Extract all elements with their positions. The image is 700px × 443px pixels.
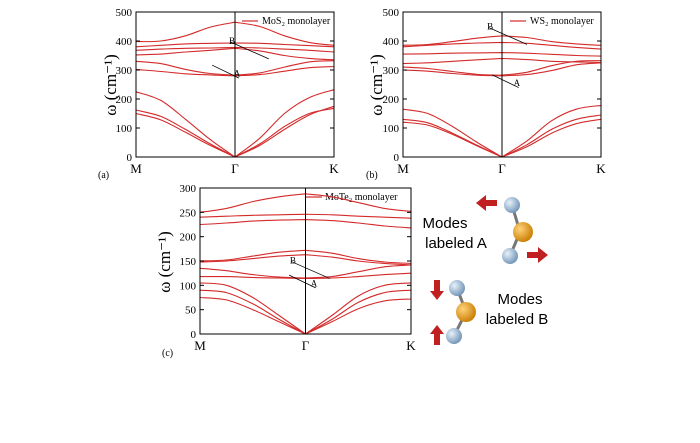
k-point-label: Γ [302,338,310,353]
chalcogen-atom [446,328,462,344]
phonon-band [402,114,602,158]
y-tick-label: 300 [180,183,197,195]
legend-label: MoS₂ monolayer [262,16,331,27]
y-tick-label: 300 [116,65,133,77]
annotation-pointer [230,41,269,60]
arrow-left-icon [476,195,497,211]
arrow-up-icon [430,325,444,345]
phonon-band [199,254,412,266]
mode-a-illustration: Modes labeled A [422,195,548,264]
phonon-band [402,52,602,57]
phonon-band [135,21,335,46]
annotation-pointer [488,27,528,45]
k-point-label: Γ [498,161,506,176]
phonon-band [199,219,412,229]
y-tick-label: 50 [185,305,197,317]
mode-annotation-b: B [229,36,235,46]
legend-label: WS₂ monolayer [530,16,594,27]
phonon-band [402,35,602,46]
phonon-band [199,282,412,335]
mode-b-label-line1: Modes [497,291,542,308]
mode-annotation-b: B [487,21,493,31]
k-point-label: M [194,338,206,353]
legend-label: MoTe₂ monolayer [325,192,398,203]
phonon-band [199,296,412,335]
y-tick-label: 150 [180,256,197,268]
phonon-band [199,264,412,279]
phonon-band [135,105,335,158]
k-point-label: M [130,161,142,176]
y-tick-label: 100 [383,123,400,135]
k-point-label: K [329,161,339,176]
y-axis-label: ω (cm⁻¹) [101,54,120,116]
y-tick-label: 400 [116,36,133,48]
k-point-label: K [596,161,606,176]
y-axis-label: ω (cm⁻¹) [155,231,174,293]
chalcogen-atom [502,248,518,264]
chalcogen-atom [504,197,520,213]
mode-annotation-a: A [234,68,241,78]
mode-annotation-a: A [311,278,318,288]
panel-c-mote2: (c) ω (cm⁻¹) MoTe₂ monolayer 0 50 100 150 20… [155,183,416,359]
y-tick-label: 0 [127,152,133,164]
mode-annotation-b: B [290,255,296,265]
y-tick-label: 200 [383,94,400,106]
phonon-band [199,272,412,280]
annotation-pointer [288,274,316,289]
y-tick-label: 500 [116,7,133,19]
y-axis-label: ω (cm⁻¹) [367,54,386,116]
mode-b-illustration: Modes labeled B [430,280,548,345]
annotation-pointer [290,261,330,279]
metal-atom [456,302,476,322]
panel-a-mos2: (a) ω (cm⁻¹) MoS₂ monolayer 0 100 200 300 40… [98,7,339,181]
k-point-label: K [406,338,416,353]
legend: MoS₂ monolayer [242,16,331,27]
mode-a-label-line1: Modes [422,215,467,232]
mode-annotation-a: A [514,78,521,88]
mode-a-label-line2: labeled A [425,235,487,252]
arrow-right-icon [527,247,548,263]
y-tick-label: 300 [383,65,400,77]
phonon-band [135,60,335,76]
y-tick-label: 100 [116,123,133,135]
phonon-band [135,47,335,61]
phonon-band [135,65,335,77]
panel-label: (b) [366,170,378,181]
y-tick-label: 500 [383,7,400,19]
k-point-label: M [397,161,409,176]
phonon-band [402,62,602,77]
metal-atom [513,222,533,242]
panel-label: (c) [162,348,173,359]
legend: WS₂ monolayer [510,16,594,27]
chalcogen-atom [449,280,465,296]
k-point-label: Γ [231,161,239,176]
y-tick-label: 0 [394,152,400,164]
y-tick-label: 200 [180,232,197,244]
phonon-band [199,213,412,219]
y-tick-label: 400 [383,36,400,48]
annotation-pointer [212,64,239,79]
annotation-pointer [491,74,519,88]
phonon-band [135,42,335,48]
y-tick-label: 0 [191,329,197,341]
phonon-band [402,57,602,65]
panel-b-ws2: (b) ω (cm⁻¹) WS₂ monolayer 0 100 200 300 400… [366,7,606,181]
panel-label: (a) [98,170,109,181]
y-tick-label: 250 [180,207,197,219]
arrow-down-icon [430,280,444,300]
y-tick-label: 200 [116,94,133,106]
phonon-band [402,104,602,158]
legend: MoTe₂ monolayer [306,192,398,203]
phonon-band [199,249,412,264]
phonon-band [402,60,602,76]
phonon-band [135,46,335,53]
y-tick-label: 100 [180,280,197,292]
phonon-band [135,89,335,158]
mode-b-label-line2: labeled B [486,311,549,328]
phonon-band [199,289,412,335]
phonon-band [402,41,602,50]
phonon-band [199,193,412,213]
